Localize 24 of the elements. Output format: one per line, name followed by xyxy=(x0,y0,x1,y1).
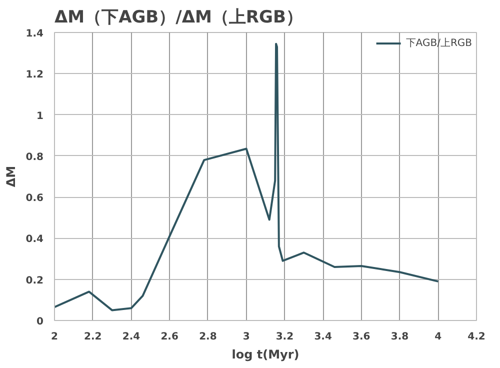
y-tick-label: 0.2 xyxy=(26,275,44,286)
x-axis-title: log t(Myr) xyxy=(232,348,300,362)
x-tick-label: 2.8 xyxy=(199,332,217,342)
y-tick-label: 1 xyxy=(36,110,44,122)
y-axis-title: ΔM xyxy=(4,166,18,188)
x-tick-label: 2.4 xyxy=(122,332,140,342)
y-tick-label: 0.6 xyxy=(26,193,44,204)
x-tick-label: 3.2 xyxy=(276,332,294,342)
x-tick-label: 3.8 xyxy=(390,332,409,342)
x-tick-label: 3.4 xyxy=(314,332,332,342)
legend-label: 下AGB/上RGB xyxy=(406,36,472,50)
y-tick-label: 0.4 xyxy=(26,234,44,246)
y-tick-label: 0.8 xyxy=(26,152,44,163)
x-tick-label: 4 xyxy=(434,332,442,342)
x-tick-label: 2.2 xyxy=(84,332,102,342)
x-tick-label: 3.6 xyxy=(352,332,370,342)
x-tick-label: 2.6 xyxy=(160,332,178,342)
chart-title: ΔM（下AGB）/ΔM（上RGB） xyxy=(54,8,303,28)
x-tick-label: 2 xyxy=(51,332,58,342)
y-tick-label: 0 xyxy=(36,316,44,328)
y-tick-label: 1.2 xyxy=(26,70,44,81)
x-tick-label: 4.2 xyxy=(468,332,486,342)
x-tick-label: 3 xyxy=(242,332,250,342)
y-tick-label: 1.4 xyxy=(26,28,44,40)
